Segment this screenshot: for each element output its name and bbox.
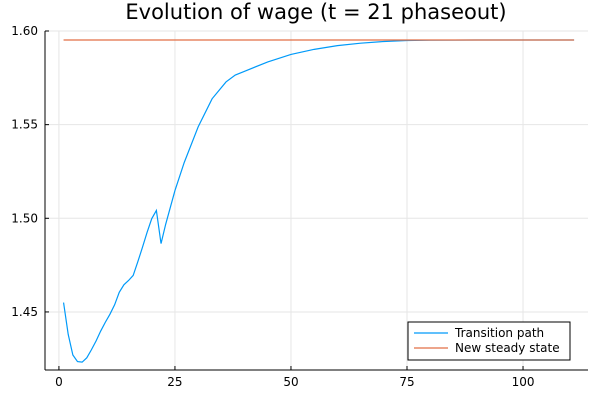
x-tick-label-1: 25: [167, 375, 182, 389]
chart-title: Evolution of wage (t = 21 phaseout): [125, 0, 506, 24]
y-tick-label-2: 1.55: [11, 118, 38, 132]
x-tick-label-3: 75: [399, 375, 414, 389]
legend-box: [407, 321, 571, 361]
x-tick-label-0: 0: [55, 375, 63, 389]
series-line-0: [62, 39, 575, 363]
y-tick-label-3: 1.60: [11, 24, 38, 38]
grid: [45, 30, 588, 370]
y-tick-label-1: 1.50: [11, 211, 38, 225]
legend-label-1: New steady state: [455, 341, 560, 355]
x-tick-label-2: 50: [283, 375, 298, 389]
legend-label-0: Transition path: [454, 326, 544, 340]
y-tick-label-0: 1.45: [11, 305, 38, 319]
x-tick-label-4: 100: [512, 375, 535, 389]
axes: 0 25 50 75 100 1.45 1.50 1.55 1.60: [11, 24, 588, 389]
series-lines: [62, 39, 575, 363]
